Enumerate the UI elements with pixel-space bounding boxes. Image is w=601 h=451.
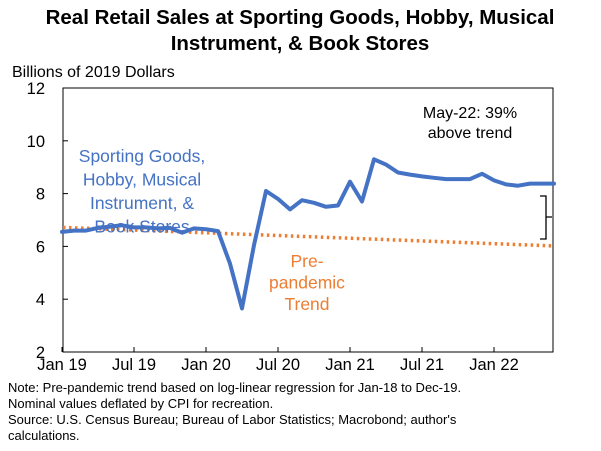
y-tick-label: 10 — [27, 133, 45, 151]
trend-line — [62, 225, 554, 248]
x-tick-label: Jul 20 — [256, 356, 300, 374]
chart-title-line-2: Instrument, & Book Stores — [171, 32, 430, 55]
annotation-line-1: May-22: 39% — [423, 105, 517, 122]
y-tick-label: 12 — [27, 80, 45, 98]
y-tick-label: 2 — [36, 344, 45, 362]
y-axis-label: Billions of 2019 Dollars — [12, 64, 175, 81]
plot-frame — [62, 87, 554, 353]
y-tick-label: 6 — [36, 238, 45, 256]
sales-label-line: Instrument, & — [90, 193, 194, 213]
x-tick-label: Jul 19 — [112, 356, 156, 374]
trend-label-line: Trend — [284, 294, 329, 314]
x-axis: Jan 19 Jul 19 Jan 20 Jul 20 Jan 21 Jul 21 Jan … — [37, 347, 519, 374]
trend-label-line: Pre- — [290, 251, 323, 271]
note-line-2: Nominal values deflated by CPI for recre… — [8, 396, 273, 411]
chart-title-line-1: Real Retail Sales at Sporting Goods, Hob… — [46, 6, 555, 29]
x-tick-label: Jan 21 — [325, 356, 375, 374]
sales-label-line: Sporting Goods, — [79, 146, 205, 166]
sales-series-label: Sporting Goods, Hobby, Musical Instrument,… — [79, 146, 205, 237]
x-tick-label: Jan 19 — [37, 356, 87, 374]
note-line-4: calculations. — [8, 428, 80, 443]
x-tick-label: Jan 22 — [469, 356, 519, 374]
sales-line — [60, 157, 556, 311]
sales-label-line: Book Stores — [94, 217, 190, 237]
sales-label-line: Hobby, Musical — [83, 170, 201, 190]
y-tick-label: 8 — [36, 186, 45, 204]
note-line-3: Source: U.S. Census Bureau; Bureau of La… — [8, 412, 457, 427]
y-tick-label: 4 — [36, 291, 45, 309]
y-axis: 2 4 6 8 10 12 — [27, 80, 68, 362]
trend-label-line: pandemic — [269, 273, 345, 293]
gap-bracket — [540, 195, 552, 240]
annotation-line-2: above trend — [428, 125, 513, 142]
x-tick-label: Jul 21 — [400, 356, 444, 374]
x-tick-label: Jan 20 — [181, 356, 231, 374]
note-line-1: Note: Pre-pandemic trend based on log-li… — [8, 380, 461, 395]
